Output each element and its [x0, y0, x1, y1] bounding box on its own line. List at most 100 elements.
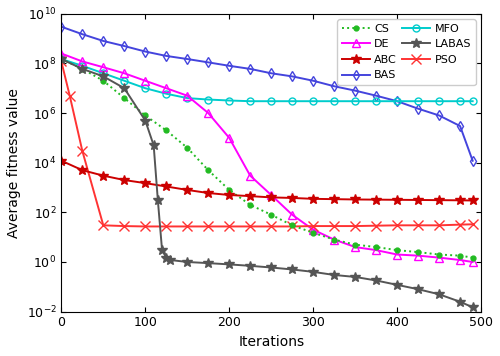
LABAS — [122, 86, 128, 90]
MFO — [164, 91, 170, 96]
Line: ABC: ABC — [56, 156, 478, 205]
DE — [352, 245, 358, 249]
CS — [58, 57, 64, 61]
BAS — [184, 57, 190, 61]
ABC — [100, 173, 106, 178]
LABAS — [415, 287, 421, 291]
ABC — [122, 178, 128, 182]
MFO — [100, 71, 106, 75]
MFO — [142, 86, 148, 90]
DE — [122, 71, 128, 75]
MFO — [394, 99, 400, 103]
CS — [310, 231, 316, 235]
ABC — [205, 191, 211, 195]
CS — [142, 113, 148, 117]
ABC — [470, 198, 476, 203]
ABC — [352, 197, 358, 201]
BAS — [80, 32, 86, 36]
PSO — [66, 94, 72, 98]
BAS — [457, 124, 463, 128]
DE — [470, 260, 476, 264]
DE — [58, 51, 64, 56]
LABAS — [457, 300, 463, 304]
Line: DE: DE — [57, 49, 477, 266]
LABAS — [436, 292, 442, 297]
BAS — [100, 39, 106, 43]
PSO — [122, 224, 128, 228]
LABAS — [394, 283, 400, 287]
Line: LABAS: LABAS — [56, 54, 478, 312]
CS — [122, 96, 128, 100]
CS — [331, 237, 337, 242]
ABC — [289, 196, 295, 200]
ABC — [310, 197, 316, 201]
DE — [164, 86, 170, 90]
LABAS — [331, 273, 337, 277]
LABAS — [142, 119, 148, 123]
BAS — [415, 106, 421, 111]
ABC — [80, 168, 86, 172]
CS — [268, 213, 274, 217]
DE — [310, 227, 316, 232]
ABC — [184, 188, 190, 192]
PSO — [226, 224, 232, 229]
Line: BAS: BAS — [58, 23, 476, 164]
ABC — [394, 198, 400, 202]
ABC — [247, 194, 253, 198]
ABC — [268, 195, 274, 199]
LABAS — [58, 57, 64, 61]
PSO — [268, 224, 274, 229]
CS — [394, 248, 400, 252]
LABAS — [184, 260, 190, 264]
DE — [373, 248, 379, 252]
CS — [470, 256, 476, 260]
PSO — [394, 223, 400, 227]
PSO — [457, 222, 463, 227]
DE — [247, 173, 253, 178]
PSO — [289, 224, 295, 229]
CS — [164, 128, 170, 132]
DE — [142, 79, 148, 83]
DE — [331, 237, 337, 242]
LABAS — [80, 67, 86, 71]
BAS — [331, 84, 337, 88]
BAS — [164, 54, 170, 58]
BAS — [470, 158, 476, 163]
MFO — [415, 99, 421, 103]
Line: MFO: MFO — [58, 56, 476, 105]
CS — [289, 223, 295, 227]
PSO — [415, 223, 421, 227]
PSO — [58, 59, 64, 64]
LABAS — [470, 305, 476, 309]
MFO — [310, 99, 316, 103]
MFO — [268, 99, 274, 103]
CS — [80, 67, 86, 71]
ABC — [142, 181, 148, 185]
CS — [247, 203, 253, 207]
BAS — [310, 79, 316, 83]
LABAS — [205, 261, 211, 265]
BAS — [247, 67, 253, 71]
DE — [205, 111, 211, 115]
CS — [457, 253, 463, 258]
Legend: CS, DE, ABC, BAS, MFO, LABAS, PSO: CS, DE, ABC, BAS, MFO, LABAS, PSO — [338, 19, 475, 85]
MFO — [184, 96, 190, 100]
Y-axis label: Average fitness value: Average fitness value — [7, 88, 21, 237]
DE — [289, 213, 295, 217]
X-axis label: Iterations: Iterations — [238, 335, 304, 349]
LABAS — [352, 275, 358, 279]
MFO — [58, 57, 64, 61]
BAS — [226, 64, 232, 68]
LABAS — [150, 143, 156, 147]
MFO — [226, 98, 232, 103]
PSO — [352, 224, 358, 228]
ABC — [58, 158, 64, 163]
CS — [184, 146, 190, 150]
MFO — [373, 99, 379, 103]
DE — [100, 65, 106, 69]
PSO — [310, 224, 316, 228]
DE — [415, 253, 421, 258]
PSO — [100, 223, 106, 227]
DE — [80, 59, 86, 64]
MFO — [331, 99, 337, 103]
